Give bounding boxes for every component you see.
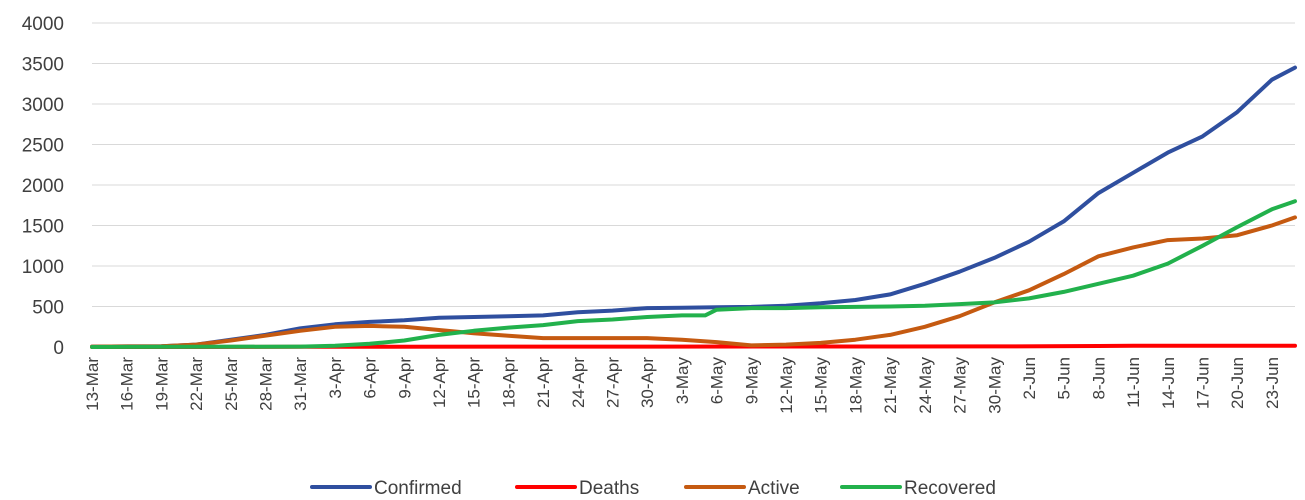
x-tick-label: 22-Mar [187, 357, 206, 411]
legend-label-active: Active [748, 478, 800, 499]
x-tick-label: 18-Apr [499, 357, 518, 408]
x-tick-label: 24-Apr [569, 357, 588, 408]
x-tick-label: 2-Jun [1020, 357, 1039, 400]
x-tick-label: 3-May [673, 357, 692, 405]
x-tick-label: 31-Mar [291, 357, 310, 411]
x-tick-label: 23-Jun [1263, 357, 1282, 409]
y-tick-label: 1000 [22, 257, 64, 278]
x-tick-label: 8-Jun [1089, 357, 1108, 400]
legend-label-confirmed: Confirmed [374, 478, 462, 499]
x-tick-label: 30-May [985, 357, 1004, 414]
series-line-confirmed [90, 65, 1297, 349]
y-tick-label: 0 [53, 338, 64, 359]
x-tick-label: 12-Apr [430, 357, 449, 408]
x-tick-label: 12-May [777, 357, 796, 414]
y-tick-label: 500 [32, 298, 64, 319]
x-tick-label: 20-Jun [1228, 357, 1247, 409]
series-line-recovered [90, 199, 1297, 349]
y-axis-ticks: 0 500 1000 1500 2000 2500 3000 3500 4000 [22, 14, 64, 359]
y-tick-label: 1500 [22, 217, 64, 238]
x-tick-label: 27-Apr [604, 357, 623, 408]
x-tick-label: 11-Jun [1124, 357, 1143, 408]
x-tick-label: 5-Jun [1055, 357, 1074, 400]
legend-label-deaths: Deaths [579, 478, 639, 499]
x-tick-label: 6-May [708, 357, 727, 405]
x-tick-label: 19-Mar [152, 357, 171, 411]
x-tick-label: 25-Mar [222, 357, 241, 411]
x-tick-label: 21-May [881, 357, 900, 414]
x-tick-label: 24-May [916, 357, 935, 414]
x-tick-label: 15-May [812, 357, 831, 414]
x-tick-label: 18-May [846, 357, 865, 414]
legend-label-recovered: Recovered [904, 478, 996, 499]
x-tick-label: 15-Apr [465, 357, 484, 408]
series-line-active [90, 215, 1297, 349]
x-tick-label: 9-May [742, 357, 761, 405]
x-tick-label: 13-Mar [83, 357, 102, 411]
x-tick-label: 6-Apr [361, 357, 380, 399]
x-tick-label: 27-May [951, 357, 970, 414]
y-tick-label: 3000 [22, 95, 64, 116]
x-axis-ticks: 13-Mar 16-Mar 19-Mar 22-Mar 25-Mar 28-Mar 31-M… [83, 357, 1282, 414]
x-tick-label: 21-Apr [534, 357, 553, 408]
x-tick-label: 28-Mar [257, 357, 276, 411]
y-tick-label: 3500 [22, 55, 64, 76]
x-tick-label: 30-Apr [638, 357, 657, 408]
y-tick-label: 2000 [22, 176, 64, 197]
gridlines [92, 22, 1295, 348]
x-tick-label: 17-Jun [1193, 357, 1212, 409]
y-tick-label: 2500 [22, 136, 64, 157]
x-tick-label: 9-Apr [395, 357, 414, 399]
y-tick-label: 4000 [22, 14, 64, 35]
x-tick-label: 16-Mar [118, 357, 137, 411]
x-tick-label: 3-Apr [326, 357, 345, 399]
series-lines [90, 65, 1297, 349]
legend: Confirmed Deaths Active Recovered [310, 478, 996, 499]
x-tick-label: 14-Jun [1159, 357, 1178, 409]
